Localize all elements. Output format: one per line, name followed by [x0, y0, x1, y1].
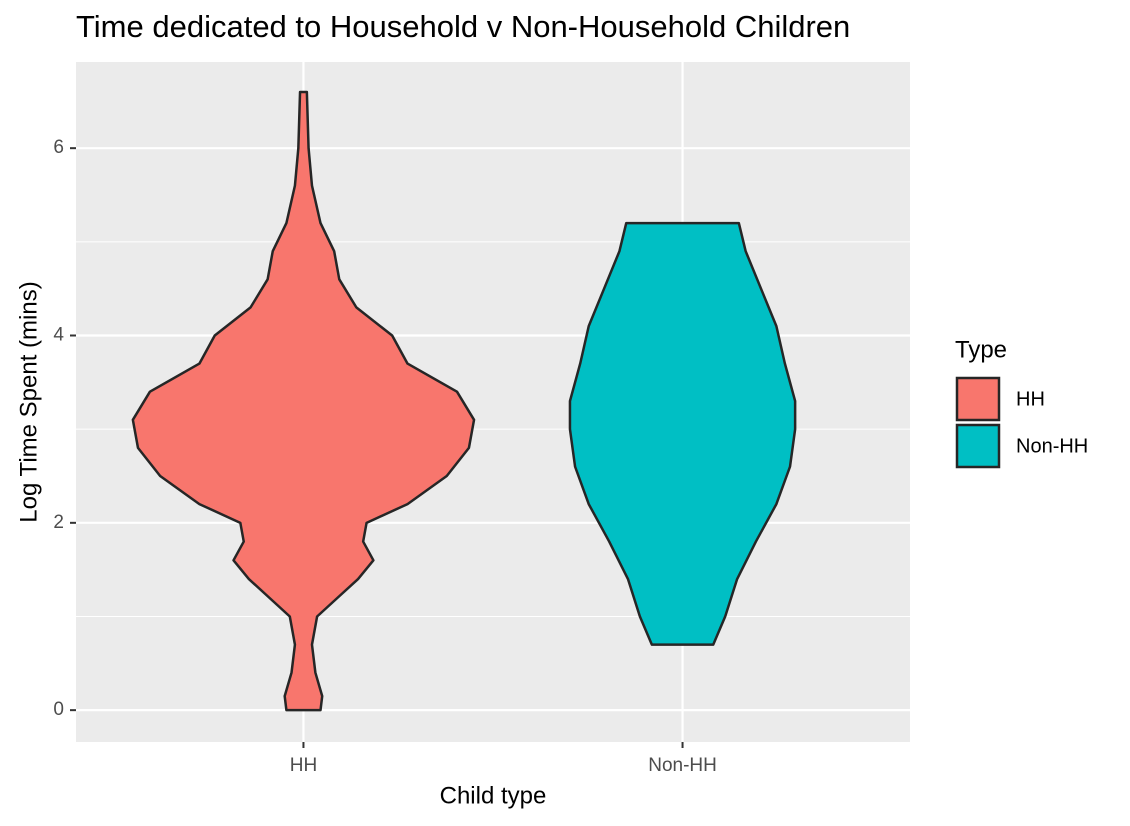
legend-label: Non-HH — [1016, 435, 1088, 457]
violin — [568, 221, 797, 646]
violin — [131, 90, 476, 712]
y-axis-title: Log Time Spent (mins) — [15, 281, 42, 522]
legend-key — [955, 376, 1001, 422]
y-tick-label: 2 — [53, 512, 64, 533]
chart-title: Time dedicated to Household v Non-Househ… — [76, 9, 850, 44]
legend-key — [955, 423, 1001, 469]
x-axis-title: Child type — [440, 782, 547, 809]
x-tick-label: HH — [290, 755, 317, 776]
legend-label: HH — [1016, 388, 1045, 410]
legend-title: Type — [955, 336, 1007, 363]
x-tick-label: Non-HH — [648, 755, 717, 776]
y-tick-label: 4 — [53, 325, 64, 346]
y-tick-label: 0 — [53, 699, 64, 720]
y-tick-label: 6 — [53, 137, 64, 158]
